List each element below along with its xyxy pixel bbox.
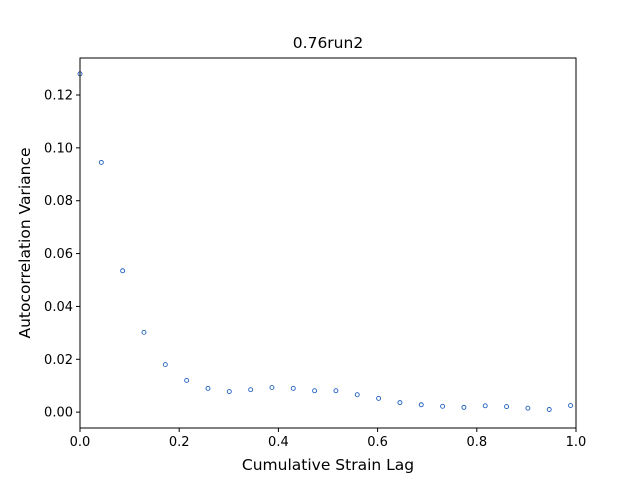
data-point (141, 329, 147, 335)
data-point (226, 389, 232, 394)
y-tick-label: 0.08 (44, 194, 73, 209)
y-tick-label: 0.06 (44, 247, 73, 262)
data-point (354, 392, 360, 398)
data-points (77, 71, 573, 412)
data-point (418, 402, 424, 408)
x-tick-label: 0.4 (268, 435, 289, 450)
data-point (248, 387, 254, 393)
y-tick-label: 0.00 (44, 406, 73, 421)
y-tick-label: 0.04 (44, 300, 73, 315)
data-point (568, 403, 573, 408)
data-point (205, 385, 211, 391)
y-axis-label: Autocorrelation Variance (16, 147, 34, 338)
data-point (269, 385, 275, 391)
x-tick-label: 0.8 (466, 435, 487, 450)
data-point (525, 405, 531, 411)
data-point (184, 377, 190, 383)
y-tick-label: 0.02 (44, 353, 73, 368)
x-tick-label: 0.6 (367, 435, 388, 450)
x-tick-label: 0.0 (70, 435, 91, 450)
y-axis: 0.00 0.02 0.04 0.06 0.08 0.10 0.12 (44, 89, 80, 421)
data-point (120, 268, 126, 274)
data-point (397, 400, 403, 406)
data-point (461, 404, 467, 410)
x-tick-label: 1.0 (566, 435, 587, 450)
data-point (290, 385, 296, 391)
x-tick-label: 0.2 (169, 435, 190, 450)
data-point (440, 403, 446, 409)
x-axis: 0.0 0.2 0.4 0.6 0.8 1.0 (70, 428, 587, 450)
data-point (504, 404, 510, 410)
data-point (376, 395, 382, 401)
y-tick-label: 0.10 (44, 141, 73, 156)
plot-frame (79, 57, 577, 429)
data-point (312, 388, 318, 394)
data-point (482, 403, 488, 409)
chart-title: 0.76run2 (293, 34, 363, 52)
data-point (333, 388, 339, 394)
data-point (546, 407, 552, 412)
data-point (162, 362, 168, 368)
y-tick-label: 0.12 (44, 89, 73, 104)
data-point (98, 159, 104, 165)
x-axis-label: Cumulative Strain Lag (242, 456, 414, 474)
